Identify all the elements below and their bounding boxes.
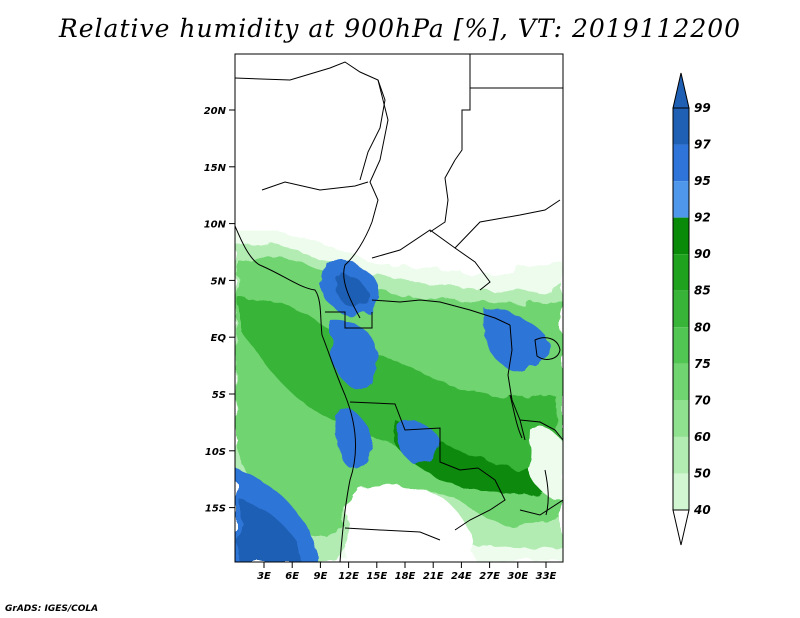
lon-label: 9E xyxy=(314,571,328,582)
boundary-niger-chad xyxy=(369,79,389,223)
boundary-tanzania xyxy=(519,419,563,441)
lon-label: 12E xyxy=(338,571,359,582)
boundary-zambia xyxy=(454,467,506,531)
colorbar-band xyxy=(673,400,689,437)
boundary-angola-namibia xyxy=(344,527,441,541)
colorbar-band xyxy=(673,327,689,364)
colorbar-band xyxy=(673,108,689,145)
political-boundaries xyxy=(235,54,563,562)
lon-label: 6E xyxy=(285,571,299,582)
humidity-95-patch-angola xyxy=(335,409,372,469)
colorbar-label: 99 xyxy=(694,101,711,115)
boundary-south-sudan xyxy=(454,199,561,249)
boundary-algeria-libya xyxy=(235,61,386,181)
colorbar-band xyxy=(673,144,689,182)
boundary-mozambique xyxy=(519,499,563,516)
colorbar-label: 40 xyxy=(693,503,711,517)
plot-area xyxy=(235,54,563,562)
humidity-99-core-southwest xyxy=(240,500,300,562)
lat-label: 5N xyxy=(211,276,227,287)
colorbar-label: 80 xyxy=(694,320,711,334)
colorbar-band xyxy=(673,436,689,474)
boundary-niger-nigeria xyxy=(261,181,369,191)
boundary-chad-sudan xyxy=(429,159,456,233)
boundary-congo-gabon xyxy=(325,311,373,329)
dry-area-south xyxy=(346,484,473,562)
colorbar-band xyxy=(673,254,689,291)
lon-axis: 3E 6E 9E 12E 15E 18E 21E 24E 27E 30E 33E xyxy=(257,562,557,582)
lat-label: 5S xyxy=(212,390,226,401)
boundary-drc-angola xyxy=(349,401,479,471)
lat-axis: 20N 15N 10N 5N EQ 5S 10S 15S xyxy=(204,106,235,515)
colorbar-band xyxy=(673,363,689,401)
lat-label: 15S xyxy=(205,504,226,515)
colorbar-label: 85 xyxy=(694,284,711,298)
lon-label: 33E xyxy=(536,571,557,582)
boundary-cameroon xyxy=(343,221,373,319)
humidity-field xyxy=(235,230,563,562)
boundary-drc-east xyxy=(507,324,526,441)
colorbar-label: 97 xyxy=(694,138,711,152)
lat-label: 20N xyxy=(204,106,227,117)
lon-label: 24E xyxy=(451,571,472,582)
credit-text: GrADS: IGES/COLA xyxy=(5,604,99,614)
dry-area-east xyxy=(528,428,563,500)
colorbar-label: 92 xyxy=(694,211,711,225)
coastline-west xyxy=(235,225,356,562)
humidity-95-patch-congo xyxy=(330,319,379,388)
colorbar-label: 60 xyxy=(694,430,711,444)
lake-victoria xyxy=(534,337,561,360)
lon-label: 30E xyxy=(507,571,528,582)
boundary-drc-north xyxy=(371,299,511,326)
lake-tanganyika xyxy=(509,394,523,439)
colorbar-label: 75 xyxy=(694,357,711,371)
lon-label: 3E xyxy=(257,571,271,582)
colorbar-label: 50 xyxy=(694,466,711,480)
map-title: Relative humidity at 900hPa [%], VT: 201… xyxy=(58,14,742,43)
colorbar-band xyxy=(673,290,689,328)
lon-label: 18E xyxy=(395,571,416,582)
lat-label: EQ xyxy=(211,333,227,344)
colorbar-label: 90 xyxy=(694,247,711,261)
humidity-95-patch-kasai xyxy=(397,419,440,463)
lake-malawi xyxy=(544,469,549,516)
colorbar: 99 97 95 92 90 85 80 75 70 60 50 40 xyxy=(672,72,711,546)
humidity-99-core-cameroon xyxy=(334,274,368,306)
colorbar-top-triangle xyxy=(672,72,690,109)
lon-label: 27E xyxy=(479,571,500,582)
lat-label: 10N xyxy=(204,220,227,231)
boundary-libya-egypt xyxy=(454,54,471,161)
lon-label: 21E xyxy=(423,571,444,582)
colorbar-band xyxy=(673,217,689,255)
lat-label: 10S xyxy=(205,447,226,458)
colorbar-band xyxy=(673,181,689,218)
colorbar-bottom-triangle xyxy=(672,509,690,546)
humidity-95-patch-lakes xyxy=(484,308,548,372)
lon-label: 15E xyxy=(366,571,387,582)
colorbar-band xyxy=(673,473,689,510)
colorbar-label: 70 xyxy=(694,393,711,407)
colorbar-label: 95 xyxy=(694,174,711,188)
humidity-85-zone xyxy=(240,298,560,477)
plot-frame xyxy=(234,53,564,563)
lat-label: 15N xyxy=(204,163,227,174)
